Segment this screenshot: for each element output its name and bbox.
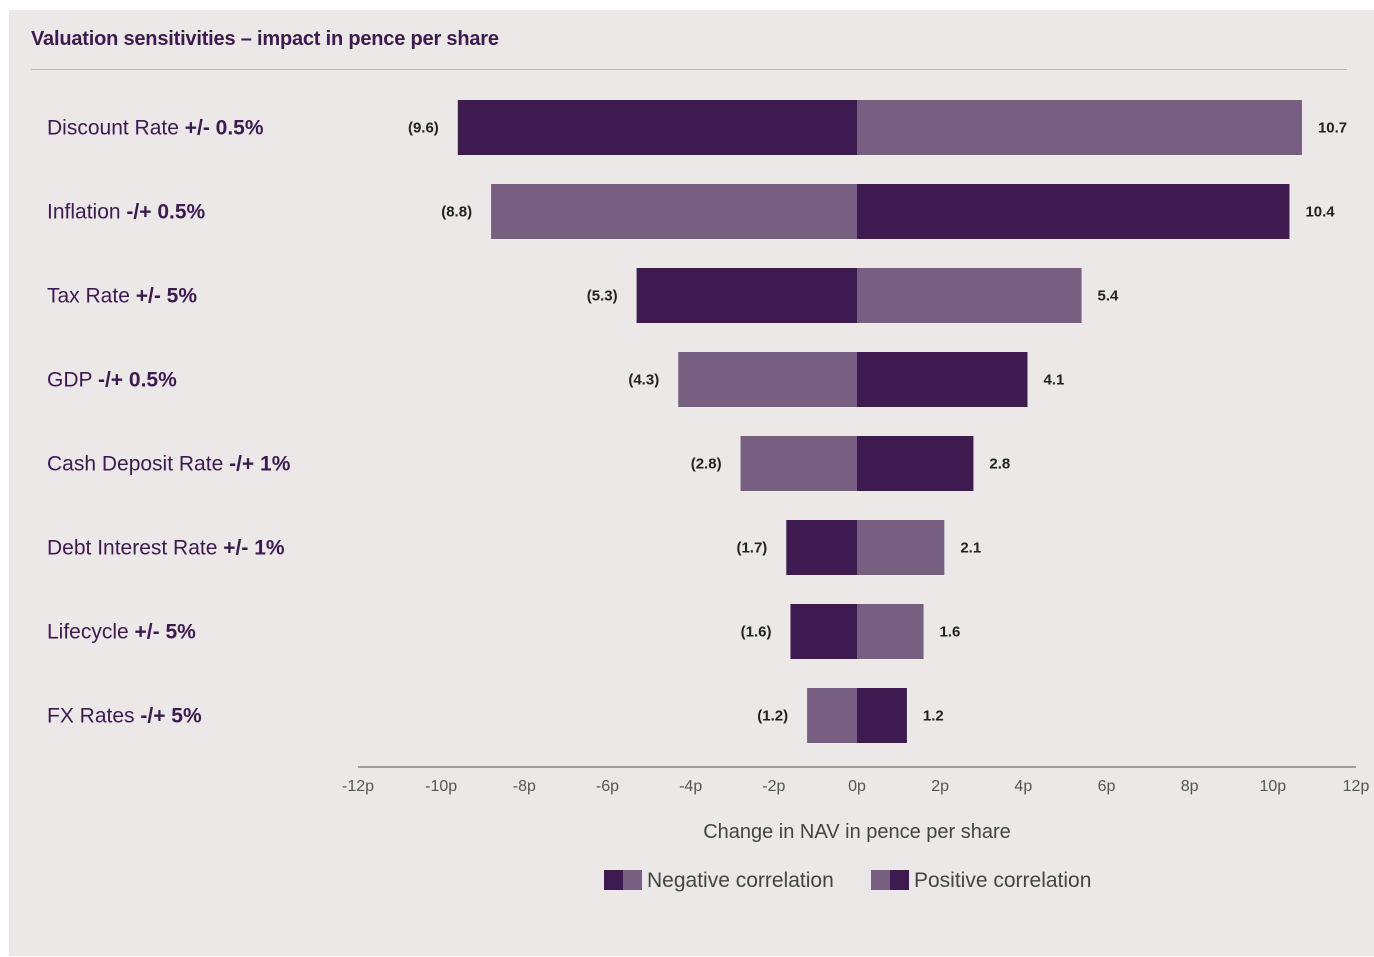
bar-positive-discount-rate [857,100,1302,155]
legend-swatch-positive-correlation-right [890,870,909,890]
x-tick-label: 2p [931,778,949,795]
bar-negative-gdp [678,352,857,407]
bar-negative-lifecycle [790,604,857,659]
x-tick-label: 8p [1181,778,1199,795]
x-tick-label: 12p [1343,778,1370,795]
bar-negative-inflation [491,184,857,239]
category-label-fx-rates: FX Rates -/+ 5% [47,705,202,728]
value-label-negative-debt-interest-rate: (1.7) [736,540,767,557]
legend-label-positive-correlation: Positive correlation [914,869,1091,892]
legend-swatch-negative-correlation-left [604,870,623,890]
category-label-inflation: Inflation -/+ 0.5% [47,201,206,224]
bar-positive-cash-deposit-rate [857,436,974,491]
value-label-negative-lifecycle: (1.6) [741,624,772,641]
x-tick-label: -8p [513,778,536,795]
value-label-negative-gdp: (4.3) [628,372,659,389]
bar-negative-discount-rate [457,100,857,155]
bar-positive-fx-rates [857,688,907,743]
x-tick-label: -2p [762,778,785,795]
value-label-positive-cash-deposit-rate: 2.8 [989,456,1010,473]
bar-positive-debt-interest-rate [857,520,945,575]
value-label-positive-discount-rate: 10.7 [1318,120,1347,137]
category-label-debt-interest-rate: Debt Interest Rate +/- 1% [47,537,285,560]
value-label-positive-fx-rates: 1.2 [923,708,944,725]
bar-positive-tax-rate [857,268,1082,323]
bar-negative-debt-interest-rate [786,520,857,575]
x-axis-label: Change in NAV in pence per share [703,821,1011,843]
value-label-positive-debt-interest-rate: 2.1 [960,540,981,557]
bar-negative-fx-rates [807,688,857,743]
value-label-positive-inflation: 10.4 [1305,204,1335,221]
value-label-negative-fx-rates: (1.2) [757,708,788,725]
legend-swatch-positive-correlation-left [871,870,890,890]
value-label-negative-tax-rate: (5.3) [587,288,618,305]
chart-panel [9,10,1374,956]
value-label-positive-gdp: 4.1 [1043,372,1064,389]
chart-title: Valuation sensitivities – impact in penc… [31,28,499,50]
value-label-positive-tax-rate: 5.4 [1098,288,1120,305]
bar-positive-lifecycle [857,604,924,659]
category-label-tax-rate: Tax Rate +/- 5% [47,285,197,308]
x-tick-label: -4p [679,778,702,795]
x-tick-label: 4p [1014,778,1032,795]
x-tick-label: -10p [425,778,457,795]
x-tick-label: 0p [848,778,866,795]
legend-label-negative-correlation: Negative correlation [647,869,834,892]
bar-positive-gdp [857,352,1028,407]
x-tick-label: 6p [1098,778,1116,795]
x-tick-label: 10p [1259,778,1286,795]
category-label-gdp: GDP -/+ 0.5% [47,369,177,392]
value-label-positive-lifecycle: 1.6 [940,624,961,641]
category-label-lifecycle: Lifecycle +/- 5% [47,621,196,644]
title-divider [31,69,1347,70]
category-label-cash-deposit-rate: Cash Deposit Rate -/+ 1% [47,453,291,476]
x-tick-label: -6p [596,778,619,795]
legend-swatch-negative-correlation-right [623,870,642,890]
category-label-discount-rate: Discount Rate +/- 0.5% [47,117,264,140]
value-label-negative-discount-rate: (9.6) [408,120,439,137]
value-label-negative-inflation: (8.8) [441,204,472,221]
bar-negative-cash-deposit-rate [740,436,857,491]
value-label-negative-cash-deposit-rate: (2.8) [691,456,722,473]
bar-negative-tax-rate [636,268,857,323]
bar-positive-inflation [857,184,1290,239]
x-tick-label: -12p [342,778,374,795]
